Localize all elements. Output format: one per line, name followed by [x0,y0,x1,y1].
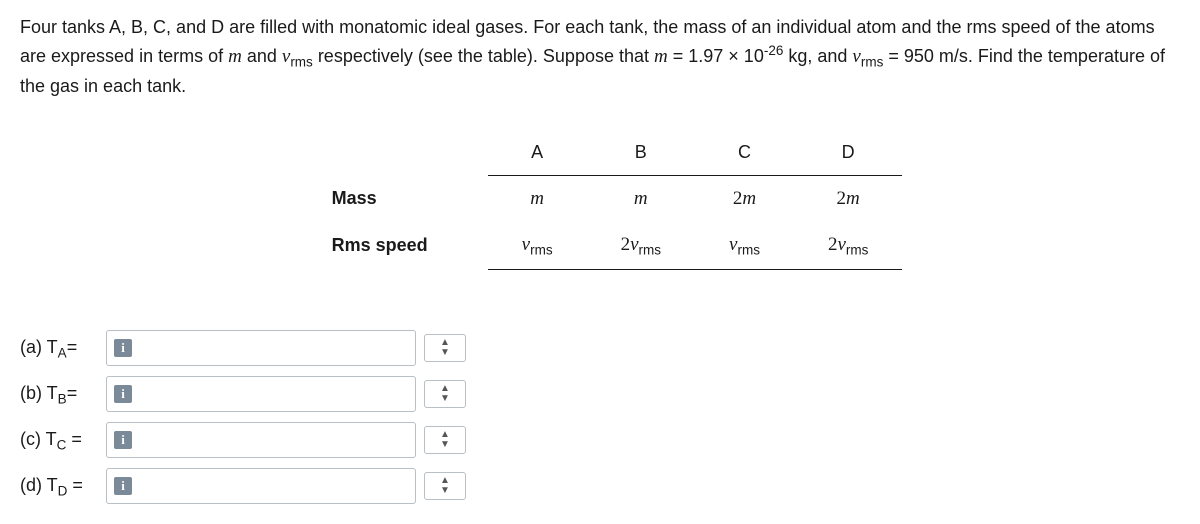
table-cell: 2m [695,175,794,222]
input-wrap: i [106,468,416,504]
table-row: Massmm2m2m [298,175,903,222]
table-header-row: A B C D [298,130,903,176]
answer-label-b: (b) TB= [20,383,98,407]
table-cell: 2m [794,175,902,222]
table-cell: vrms [695,222,794,270]
input-wrap: i [106,376,416,412]
stepper-down-icon: ▼ [440,440,450,450]
table-cell: m [587,175,695,222]
text: and [242,46,282,66]
text: respectively (see the table). Suppose th… [313,46,654,66]
answer-label-a: (a) TA= [20,337,98,361]
exp: -26 [764,43,784,58]
header-blank [298,130,488,176]
answer-row-b: (b) TB= i ▲▼ [20,376,1180,412]
header-a: A [488,130,587,176]
temperature-input-c[interactable] [106,422,416,458]
answer-label-d: (d) TD = [20,475,98,499]
table-cell: 2vrms [587,222,695,270]
temperature-input-d[interactable] [106,468,416,504]
problem-statement: Four tanks A, B, C, and D are filled wit… [20,14,1180,100]
answer-label-c: (c) TC = [20,429,98,453]
text: kg, and [783,46,852,66]
rms-sub: rms [290,55,313,70]
answer-inputs: (a) TA= i ▲▼ (b) TB= i ▲▼ (c) TC = i ▲▼ (d) TD = i… [20,330,1180,504]
unit-stepper-b[interactable]: ▲▼ [424,380,466,408]
temperature-input-a[interactable] [106,330,416,366]
table-body: Massmm2m2mRms speedvrms2vrmsvrms2vrms [298,175,903,270]
stepper-down-icon: ▼ [440,394,450,404]
header-d: D [794,130,902,176]
v-symbol: v [852,46,860,67]
table-cell: vrms [488,222,587,270]
answer-row-c: (c) TC = i ▲▼ [20,422,1180,458]
unit-stepper-a[interactable]: ▲▼ [424,334,466,362]
stepper-down-icon: ▼ [440,348,450,358]
input-wrap: i [106,422,416,458]
header-b: B [587,130,695,176]
input-wrap: i [106,330,416,366]
table-cell: 2vrms [794,222,902,270]
table-row: Rms speedvrms2vrmsvrms2vrms [298,222,903,270]
answer-row-a: (a) TA= i ▲▼ [20,330,1180,366]
rms-sub: rms [861,55,884,70]
header-c: C [695,130,794,176]
row-label: Mass [298,175,488,222]
temperature-input-b[interactable] [106,376,416,412]
parameters-table: A B C D Massmm2m2mRms speedvrms2vrmsvrms… [298,130,903,271]
text: = 1.97 × 10 [668,46,764,66]
answer-row-d: (d) TD = i ▲▼ [20,468,1180,504]
table-cell: m [488,175,587,222]
stepper-down-icon: ▼ [440,486,450,496]
unit-stepper-d[interactable]: ▲▼ [424,472,466,500]
unit-stepper-c[interactable]: ▲▼ [424,426,466,454]
row-label: Rms speed [298,222,488,270]
m-symbol: m [654,46,668,67]
m-symbol: m [228,46,242,67]
